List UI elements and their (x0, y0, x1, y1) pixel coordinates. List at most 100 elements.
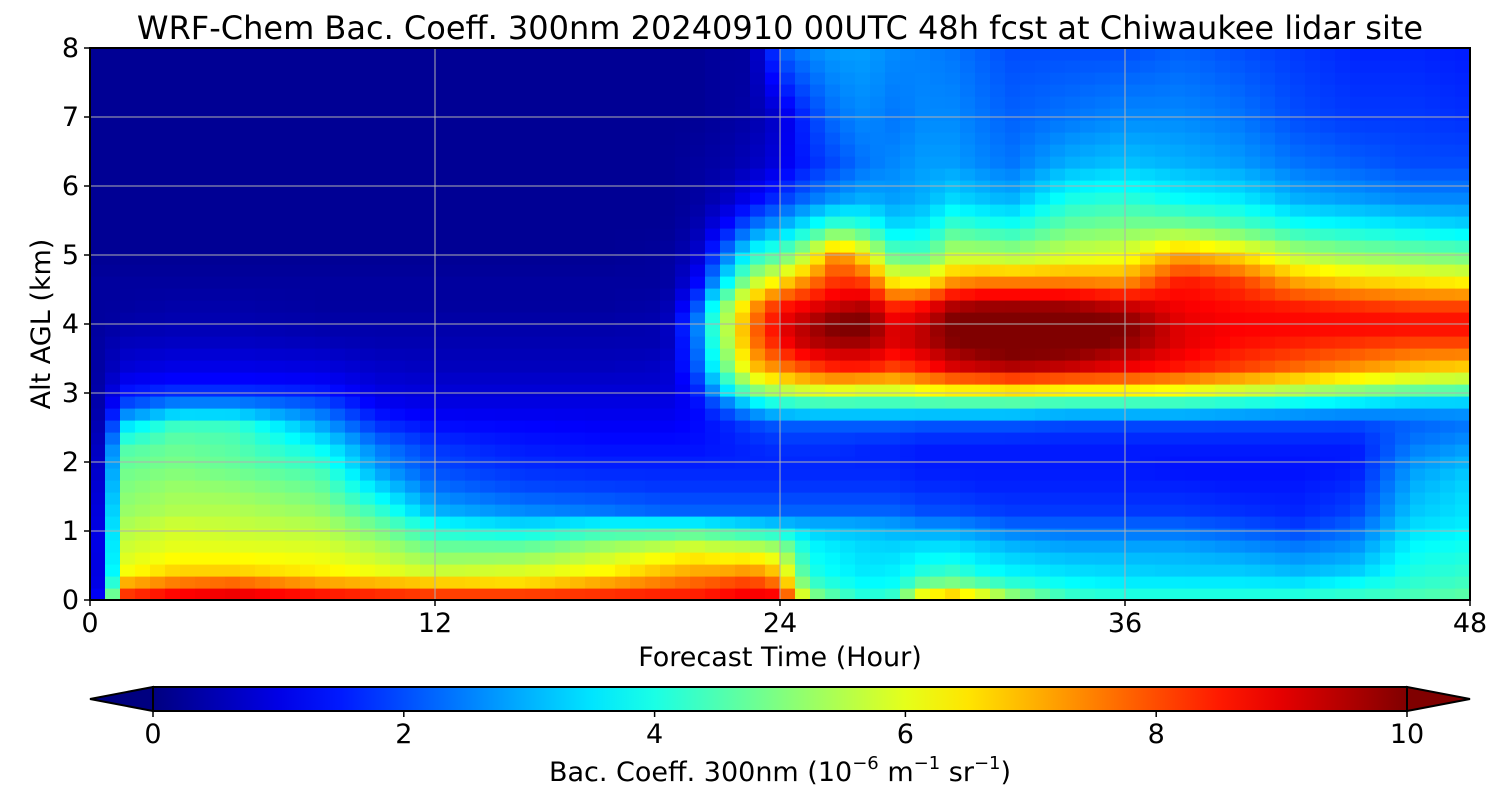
heatmap-cell (1365, 228, 1381, 241)
heatmap-cell (705, 120, 721, 133)
heatmap-cell (105, 204, 121, 217)
heatmap-cell (750, 552, 766, 565)
heatmap-cell (330, 576, 346, 589)
heatmap-cell (540, 72, 556, 85)
heatmap-cell (1425, 396, 1441, 409)
heatmap-cell (585, 300, 601, 313)
heatmap-cell (1395, 540, 1411, 553)
heatmap-cell (1185, 72, 1201, 85)
heatmap-cell (960, 408, 976, 421)
heatmap-cell (1140, 576, 1156, 589)
heatmap-cell (1110, 492, 1126, 505)
heatmap-cell (345, 312, 361, 325)
heatmap-cell (960, 300, 976, 313)
heatmap-cell (1215, 432, 1231, 445)
heatmap-cell (1245, 312, 1261, 325)
heatmap-cell (630, 384, 646, 397)
heatmap-cell (225, 240, 241, 253)
heatmap-cell (1155, 264, 1171, 277)
heatmap-cell (1020, 540, 1036, 553)
heatmap-cell (1110, 360, 1126, 373)
heatmap-cell (1335, 300, 1351, 313)
heatmap-cell (390, 48, 406, 61)
heatmap-cell (1455, 288, 1471, 301)
heatmap-cell (990, 216, 1006, 229)
heatmap-cell (390, 408, 406, 421)
heatmap-cell (1050, 144, 1066, 157)
heatmap-cell (495, 240, 511, 253)
heatmap-cell (1170, 420, 1186, 433)
heatmap-cell (255, 156, 271, 169)
heatmap-cell (1260, 108, 1276, 121)
heatmap-cell (540, 264, 556, 277)
heatmap-cell (630, 576, 646, 589)
heatmap-cell (960, 240, 976, 253)
heatmap-cell (330, 384, 346, 397)
heatmap-cell (360, 72, 376, 85)
heatmap-cell (1395, 84, 1411, 97)
heatmap-cell (1095, 480, 1111, 493)
heatmap-cell (255, 396, 271, 409)
heatmap-cell (210, 264, 226, 277)
heatmap-cell (1395, 276, 1411, 289)
colorbar-extend-min (89, 685, 154, 713)
heatmap-cell (870, 276, 886, 289)
heatmap-cell (1215, 60, 1231, 73)
heatmap-cell (645, 216, 661, 229)
heatmap-cell (885, 528, 901, 541)
heatmap-cell (675, 84, 691, 97)
heatmap-cell (195, 372, 211, 385)
heatmap-cell (375, 312, 391, 325)
heatmap-cell (570, 552, 586, 565)
heatmap-cell (810, 552, 826, 565)
heatmap-cell (675, 228, 691, 241)
heatmap-cell (1335, 588, 1351, 601)
heatmap-cell (300, 516, 316, 529)
heatmap-cell (1050, 396, 1066, 409)
heatmap-cell (930, 408, 946, 421)
heatmap-cell (1410, 288, 1426, 301)
heatmap-cell (810, 312, 826, 325)
heatmap-cell (1320, 72, 1336, 85)
heatmap-cell (960, 432, 976, 445)
heatmap-cell (1080, 384, 1096, 397)
heatmap-cell (270, 516, 286, 529)
heatmap-cell (1020, 480, 1036, 493)
heatmap-cell (1080, 528, 1096, 541)
heatmap-cell (135, 108, 151, 121)
heatmap-cell (870, 144, 886, 157)
heatmap-cell (330, 360, 346, 373)
heatmap-cell (1005, 84, 1021, 97)
heatmap-cell (1425, 408, 1441, 421)
heatmap-cell (1140, 204, 1156, 217)
heatmap-cell (975, 60, 991, 73)
heatmap-cell (570, 492, 586, 505)
heatmap-cell (105, 372, 121, 385)
heatmap-cell (1230, 468, 1246, 481)
heatmap-cell (210, 300, 226, 313)
heatmap-cell (885, 312, 901, 325)
heatmap-cell (1125, 492, 1141, 505)
heatmap-cell (1140, 384, 1156, 397)
heatmap-cell (165, 444, 181, 457)
heatmap-cell (585, 588, 601, 601)
heatmap-cell (345, 384, 361, 397)
heatmap-cell (1350, 276, 1366, 289)
heatmap-cell (735, 72, 751, 85)
heatmap-cell (180, 204, 196, 217)
heatmap-cell (585, 360, 601, 373)
heatmap-cell (1245, 168, 1261, 181)
heatmap-cell (1455, 492, 1471, 505)
heatmap-cell (285, 84, 301, 97)
heatmap-cell (360, 372, 376, 385)
heatmap-cell (630, 420, 646, 433)
heatmap-cell (165, 420, 181, 433)
heatmap-cell (750, 396, 766, 409)
heatmap-cell (165, 336, 181, 349)
heatmap-cell (450, 156, 466, 169)
heatmap-cell (1110, 312, 1126, 325)
heatmap-cell (1065, 444, 1081, 457)
heatmap-cell (720, 432, 736, 445)
heatmap-cell (1230, 156, 1246, 169)
heatmap-cell (1275, 48, 1291, 61)
